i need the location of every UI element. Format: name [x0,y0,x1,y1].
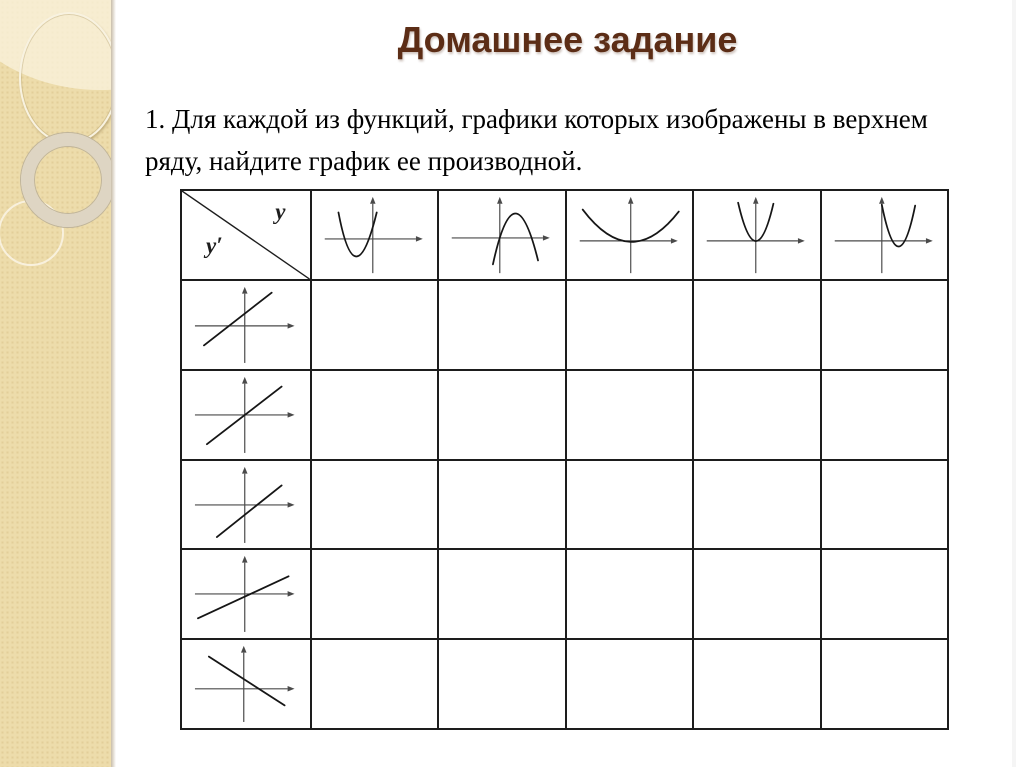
matrix-table: y y′ [180,189,949,730]
corner-label-y: y [275,199,286,224]
answer-cell [309,458,437,549]
parabola-up-vertex-left-below-axis-graph [324,196,423,274]
answer-cell [819,548,947,639]
derivative-graph-cell [182,548,310,639]
derivative-graph-cell [182,458,310,549]
sidebar-thick-ring [21,133,111,227]
task-text: 1. Для каждой из функций, графики которы… [145,98,1005,182]
parabola-down-vertex-right-above-axis-graph [451,196,550,274]
answer-cell [692,279,820,369]
function-graph-cell [309,191,437,279]
slide-right-edge [1012,0,1016,767]
function-graph-cell [692,191,820,279]
answer-cell [564,638,692,728]
sidebar-decoration [0,0,111,767]
answer-cell [819,458,947,549]
derivative-graph-cell [182,279,310,369]
corner-cell: y y′ [182,191,310,279]
narrow-parabola-up-vertex-right-of-axis-graph [834,196,933,274]
sidebar-thin-ring [19,12,111,144]
task-line-2: ряду, найдите график ее производной. [145,146,583,176]
derivative-graph-cell [182,638,310,728]
line-positive-slope-negative-intercept-graph [194,466,295,543]
slide-title: Домашнее задание [397,19,738,60]
answer-cell [309,548,437,639]
answer-cell [692,548,820,639]
corner-label-y-prime: y′ [206,233,223,258]
answer-cell [564,458,692,549]
answer-cell [564,279,692,369]
answer-cell [437,638,565,728]
function-graph-cell [564,191,692,279]
answer-cell [437,548,565,639]
answer-cell [437,368,565,459]
answer-cell [819,368,947,459]
task-line-1: 1. Для каждой из функций, графики которы… [145,104,928,134]
line-shallow-positive-slope-through-origin-graph [194,556,295,633]
answer-cell [309,638,437,728]
narrow-parabola-up-vertex-at-origin-graph [706,196,805,274]
answer-cell [692,458,820,549]
answer-cell [437,458,565,549]
line-negative-slope-positive-intercept-graph [194,646,295,723]
line-positive-slope-through-origin-graph [194,376,295,453]
answer-cell [309,279,437,369]
sidebar-edge-shadow [111,0,116,767]
wide-parabola-up-vertex-at-origin-graph [579,196,680,274]
answer-cell [819,638,947,728]
function-graph-cell [819,191,947,279]
answer-cell [564,548,692,639]
line-positive-slope-positive-intercept-graph [194,286,295,363]
derivative-graph-cell [182,368,310,459]
corner-diagonal-line [182,191,310,279]
answer-cell [692,368,820,459]
answer-cell [819,279,947,369]
function-graph-cell [437,191,565,279]
answer-cell [692,638,820,728]
answer-cell [309,368,437,459]
answer-cell [564,368,692,459]
answer-cell [437,279,565,369]
